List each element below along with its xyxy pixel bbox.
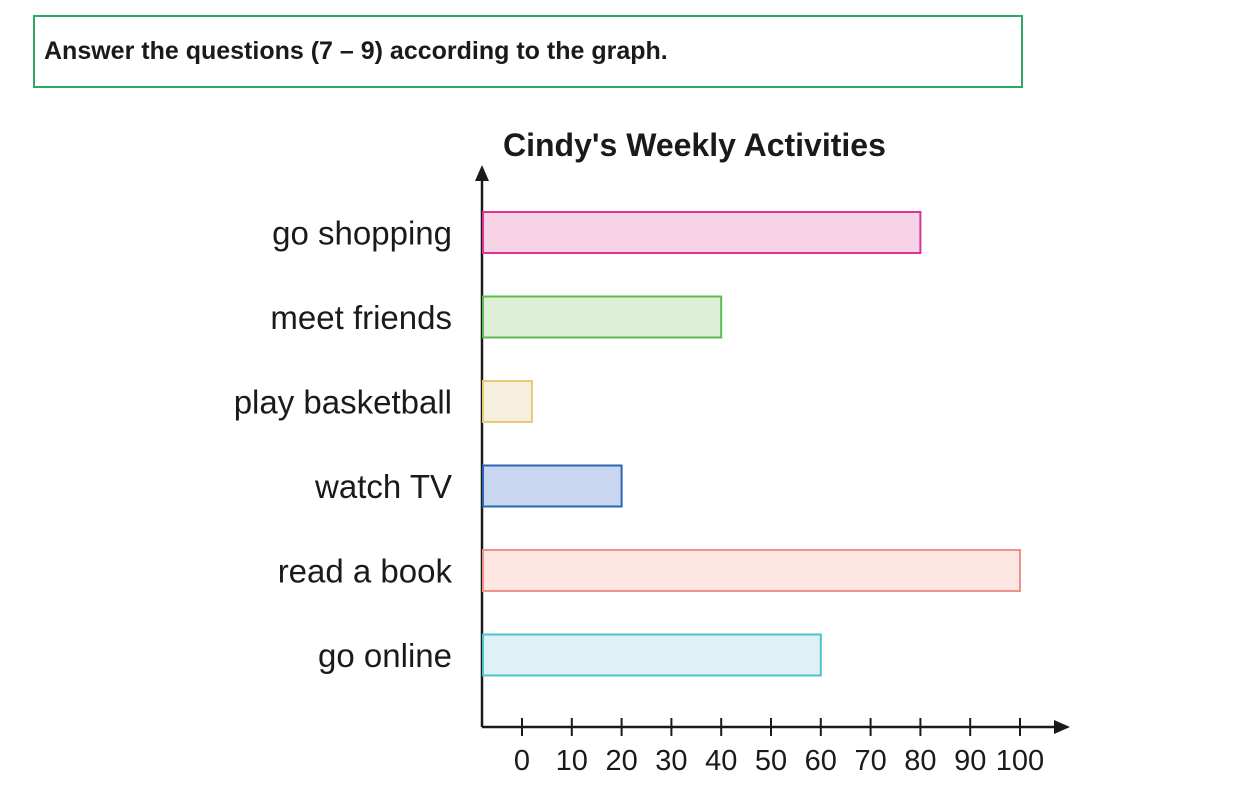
category-label: read a book (278, 553, 453, 590)
x-tick-label: 100 (996, 745, 1044, 777)
category-label: go shopping (272, 215, 452, 252)
bar-play-basketball (482, 380, 533, 423)
x-ticks: 0 10 20 30 40 50 60 70 80 90 100 (514, 718, 1044, 777)
instruction-box: Answer the questions (7 – 9) according t… (33, 15, 1023, 88)
x-tick-label: 50 (755, 745, 787, 777)
chart-axes (475, 165, 1070, 734)
bar-read-a-book (482, 549, 1021, 592)
bar-go-shopping (482, 211, 922, 254)
bar-watch-tv (482, 464, 623, 508)
x-axis-arrow-icon (1054, 720, 1070, 734)
y-axis-arrow-icon (475, 165, 489, 181)
x-tick-label: 10 (556, 745, 588, 777)
x-tick-label: 40 (705, 745, 737, 777)
x-tick-label: 0 (514, 745, 530, 777)
bar-meet-friends (482, 295, 723, 339)
x-tick-label: 20 (605, 745, 637, 777)
x-tick-label: 30 (655, 745, 687, 777)
bar-go-online (482, 633, 822, 677)
category-label: go online (318, 637, 452, 674)
category-label: meet friends (270, 299, 452, 336)
x-tick-label: 90 (954, 745, 986, 777)
x-tick-label: 70 (854, 745, 886, 777)
x-tick-label: 60 (805, 745, 837, 777)
chart-title: Cindy's Weekly Activities (503, 127, 886, 163)
category-labels: go shopping meet friends play basketball wa… (234, 215, 453, 675)
instruction-text: Answer the questions (7 – 9) according t… (44, 37, 668, 65)
category-label: watch TV (314, 468, 452, 505)
category-label: play basketball (234, 384, 452, 421)
x-tick-label: 80 (904, 745, 936, 777)
chart-bars (482, 211, 1021, 677)
